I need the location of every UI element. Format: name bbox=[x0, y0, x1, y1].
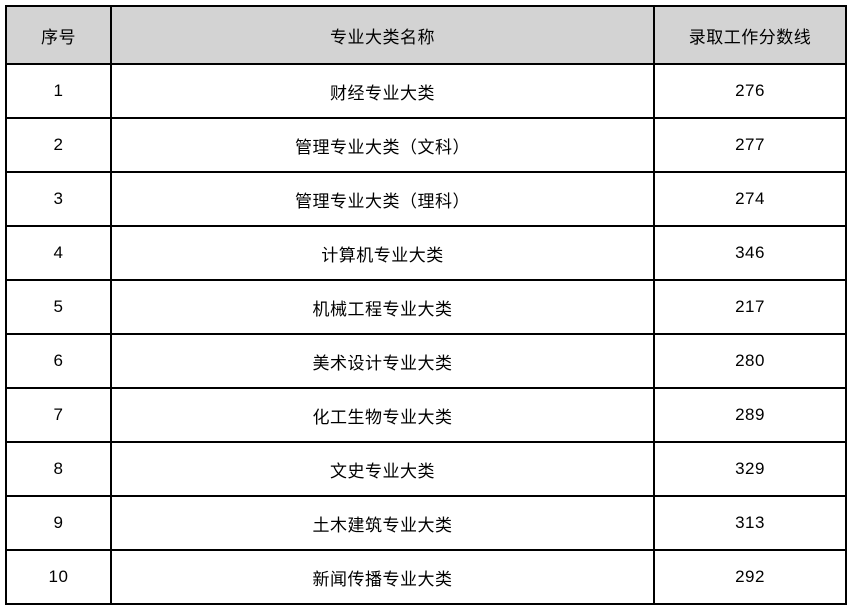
cell-index: 10 bbox=[5, 549, 112, 605]
table-body: 1 财经专业大类 276 2 管理专业大类（文科） 277 3 管理专业大类（理科） 274 4 计… bbox=[5, 63, 847, 605]
cell-category_name: 管理专业大类（理科） bbox=[110, 171, 655, 227]
cell-index: 3 bbox=[5, 171, 112, 227]
table-row: 4 计算机专业大类 346 bbox=[5, 225, 847, 281]
cell-score_line: 313 bbox=[653, 495, 847, 551]
cell-index: 4 bbox=[5, 225, 112, 281]
cell-category_name: 美术设计专业大类 bbox=[110, 333, 655, 389]
cell-score_line: 289 bbox=[653, 387, 847, 443]
cell-score_line: 276 bbox=[653, 63, 847, 119]
table-row: 2 管理专业大类（文科） 277 bbox=[5, 117, 847, 173]
column-header-index: 序号 bbox=[5, 5, 112, 65]
cell-index: 2 bbox=[5, 117, 112, 173]
cell-index: 6 bbox=[5, 333, 112, 389]
table-row: 1 财经专业大类 276 bbox=[5, 63, 847, 119]
table-row: 5 机械工程专业大类 217 bbox=[5, 279, 847, 335]
cell-index: 7 bbox=[5, 387, 112, 443]
cell-category_name: 机械工程专业大类 bbox=[110, 279, 655, 335]
cell-category_name: 管理专业大类（文科） bbox=[110, 117, 655, 173]
cell-score_line: 346 bbox=[653, 225, 847, 281]
cell-score_line: 277 bbox=[653, 117, 847, 173]
table-row: 6 美术设计专业大类 280 bbox=[5, 333, 847, 389]
table-row: 3 管理专业大类（理科） 274 bbox=[5, 171, 847, 227]
admission-score-table: 序号 专业大类名称 录取工作分数线 1 财经专业大类 276 2 管理专业大类（文科） 2… bbox=[5, 5, 847, 605]
cell-score_line: 217 bbox=[653, 279, 847, 335]
cell-category_name: 新闻传播专业大类 bbox=[110, 549, 655, 605]
table-header-row: 序号 专业大类名称 录取工作分数线 bbox=[5, 5, 847, 65]
cell-category_name: 土木建筑专业大类 bbox=[110, 495, 655, 551]
cell-category_name: 化工生物专业大类 bbox=[110, 387, 655, 443]
table-row: 8 文史专业大类 329 bbox=[5, 441, 847, 497]
cell-category_name: 计算机专业大类 bbox=[110, 225, 655, 281]
table-row: 7 化工生物专业大类 289 bbox=[5, 387, 847, 443]
cell-score_line: 329 bbox=[653, 441, 847, 497]
table-row: 10 新闻传播专业大类 292 bbox=[5, 549, 847, 605]
cell-index: 5 bbox=[5, 279, 112, 335]
cell-index: 9 bbox=[5, 495, 112, 551]
table-row: 9 土木建筑专业大类 313 bbox=[5, 495, 847, 551]
column-header-category-name: 专业大类名称 bbox=[110, 5, 655, 65]
cell-score_line: 274 bbox=[653, 171, 847, 227]
cell-index: 1 bbox=[5, 63, 112, 119]
cell-category_name: 文史专业大类 bbox=[110, 441, 655, 497]
cell-score_line: 292 bbox=[653, 549, 847, 605]
column-header-score-line: 录取工作分数线 bbox=[653, 5, 847, 65]
cell-category_name: 财经专业大类 bbox=[110, 63, 655, 119]
cell-index: 8 bbox=[5, 441, 112, 497]
cell-score_line: 280 bbox=[653, 333, 847, 389]
